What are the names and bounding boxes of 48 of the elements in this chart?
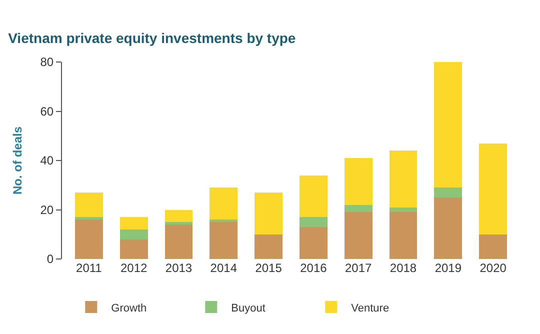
bar (300, 226, 328, 259)
y-tick-label: 0 (46, 252, 54, 266)
y-tick-label: 80 (40, 55, 54, 70)
legend-label: Buyout (231, 302, 266, 314)
bar (479, 143, 507, 234)
bar (389, 207, 418, 212)
y-tick-label: 40 (40, 154, 54, 168)
x-tick-label: 2011 (76, 261, 102, 275)
x-tick-label: 2012 (120, 261, 148, 275)
bar (254, 234, 282, 259)
y-tick-label: 20 (40, 202, 54, 217)
legend-label: Venture (351, 302, 390, 314)
bar (434, 197, 462, 259)
y-tick-label: 60 (40, 104, 54, 118)
bar (164, 222, 193, 225)
bar (434, 62, 462, 188)
bar (389, 150, 418, 208)
bar (300, 175, 328, 218)
x-tick-label: 2019 (434, 261, 462, 275)
bar (164, 210, 193, 222)
bar (344, 204, 372, 212)
x-tick-label: 2018 (390, 261, 417, 275)
bar (120, 217, 148, 230)
bar (479, 234, 507, 259)
bar (389, 212, 418, 259)
x-tick-label: 2015 (255, 261, 282, 275)
bar (300, 217, 328, 227)
x-tick-label: 2014 (210, 261, 238, 275)
bar (210, 188, 238, 220)
bar (210, 222, 238, 259)
bar (75, 192, 103, 218)
bar (164, 224, 193, 259)
x-tick-label: 2020 (480, 261, 507, 275)
bar (344, 158, 372, 205)
x-tick-label: 2017 (345, 261, 372, 275)
bar (210, 220, 238, 222)
x-tick-label: 2016 (300, 261, 328, 275)
bar (120, 229, 148, 240)
x-tick-label: 2013 (165, 261, 192, 275)
chart-title: Vietnam private equity investments by type (8, 30, 296, 46)
bar (75, 220, 103, 259)
legend-label: Growth (111, 302, 147, 314)
bar (120, 239, 148, 259)
bar (254, 192, 282, 234)
bar (75, 217, 103, 220)
bar (344, 212, 372, 259)
y-axis-title: No. of deals (10, 126, 25, 195)
bar (434, 188, 462, 198)
